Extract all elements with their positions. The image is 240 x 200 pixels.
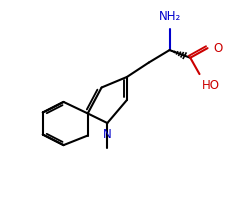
Text: NH₂: NH₂ — [158, 10, 181, 23]
Text: N: N — [103, 128, 112, 141]
Text: O: O — [213, 42, 222, 55]
Text: HO: HO — [202, 79, 220, 92]
